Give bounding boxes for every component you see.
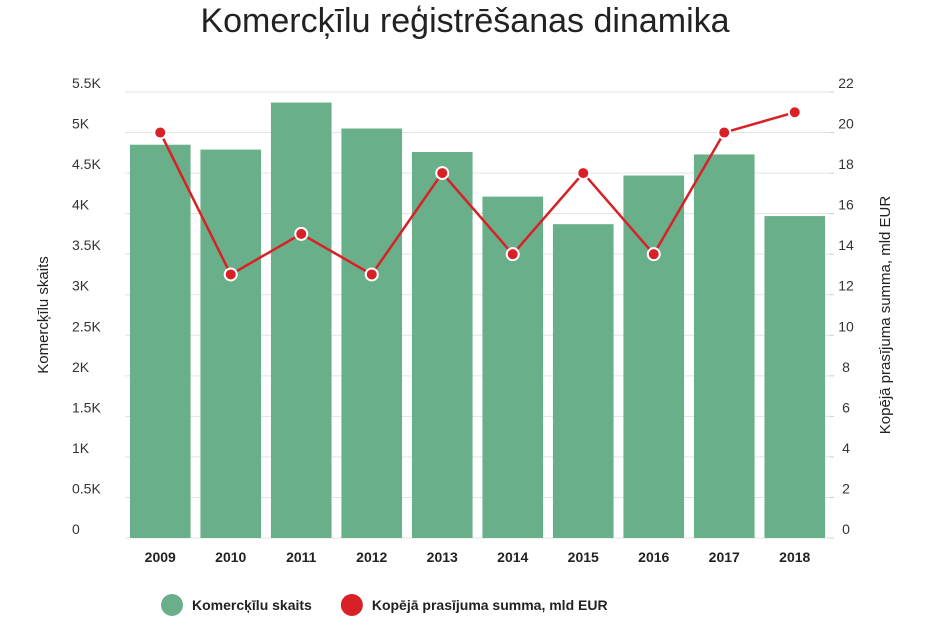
bar: [411, 152, 473, 539]
y2-tick-label: 4: [842, 440, 850, 456]
x-tick-label: 2009: [145, 549, 176, 565]
y-tick-label: 0: [72, 521, 80, 537]
x-tick-label: 2013: [427, 549, 458, 565]
line-point: [153, 125, 168, 140]
bar: [270, 102, 332, 539]
line-point: [646, 247, 661, 262]
bar: [693, 154, 755, 538]
line-point: [576, 166, 591, 181]
bar: [623, 175, 685, 539]
line-point: [505, 247, 520, 262]
line: [159, 111, 796, 277]
y2-tick-label: 2: [842, 480, 850, 496]
y-axis-label: Komercķīlu skaits: [35, 256, 52, 374]
y-tick-label: 1.5K: [72, 399, 101, 415]
line-point: [294, 226, 309, 241]
legend-marker: [161, 594, 183, 616]
y2-tick-label: 16: [838, 197, 854, 213]
legend-label: Kopējā prasījuma summa, mld EUR: [372, 597, 608, 613]
y2-tick-label: 18: [838, 156, 854, 172]
y-tick-label: 3.5K: [72, 237, 101, 253]
y-tick-label: 2.5K: [72, 318, 101, 334]
y2-axis-label: Kopējā prasījuma summa, mld EUR: [877, 196, 894, 435]
y-tick-label: 5.5K: [72, 75, 101, 91]
y2-tick-label: 6: [842, 399, 850, 415]
bar: [129, 144, 191, 538]
y2-tick-label: 22: [838, 75, 854, 91]
x-tick-label: 2015: [568, 549, 599, 565]
line-point: [717, 125, 732, 140]
line-point: [364, 267, 379, 282]
y-tick-label: 4.5K: [72, 156, 101, 172]
x-tick-label: 2011: [286, 549, 317, 565]
line-point: [223, 267, 238, 282]
line-point: [435, 166, 450, 181]
y2-tick-label: 8: [842, 359, 850, 375]
legend-marker: [340, 594, 363, 616]
x-tick-label: 2018: [779, 549, 810, 565]
bar: [341, 128, 403, 538]
y2-tick-label: 14: [838, 237, 854, 253]
x-tick-label: 2017: [709, 549, 740, 565]
bar: [764, 216, 826, 538]
x-tick-label: 2016: [638, 549, 669, 565]
line-point: [787, 105, 802, 120]
y-tick-label: 1K: [72, 440, 90, 456]
x-tick-label: 2010: [215, 549, 246, 565]
y-tick-label: 3K: [72, 278, 90, 294]
legend-label: Komercķīlu skaits: [192, 597, 312, 613]
y2-tick-label: 0: [842, 521, 850, 537]
y-tick-label: 2K: [72, 359, 90, 375]
bar: [552, 224, 614, 539]
chart-title: Komercķīlu reģistrēšanas dinamika: [200, 2, 729, 40]
y-tick-label: 4K: [72, 197, 90, 213]
y2-tick-label: 12: [838, 278, 854, 294]
y-tick-label: 0.5K: [72, 480, 101, 496]
y2-tick-label: 10: [838, 318, 854, 334]
y-tick-label: 5K: [72, 116, 90, 132]
x-tick-label: 2012: [356, 549, 387, 565]
bar: [200, 149, 262, 539]
x-tick-label: 2014: [497, 549, 528, 565]
y2-tick-label: 20: [838, 116, 854, 132]
